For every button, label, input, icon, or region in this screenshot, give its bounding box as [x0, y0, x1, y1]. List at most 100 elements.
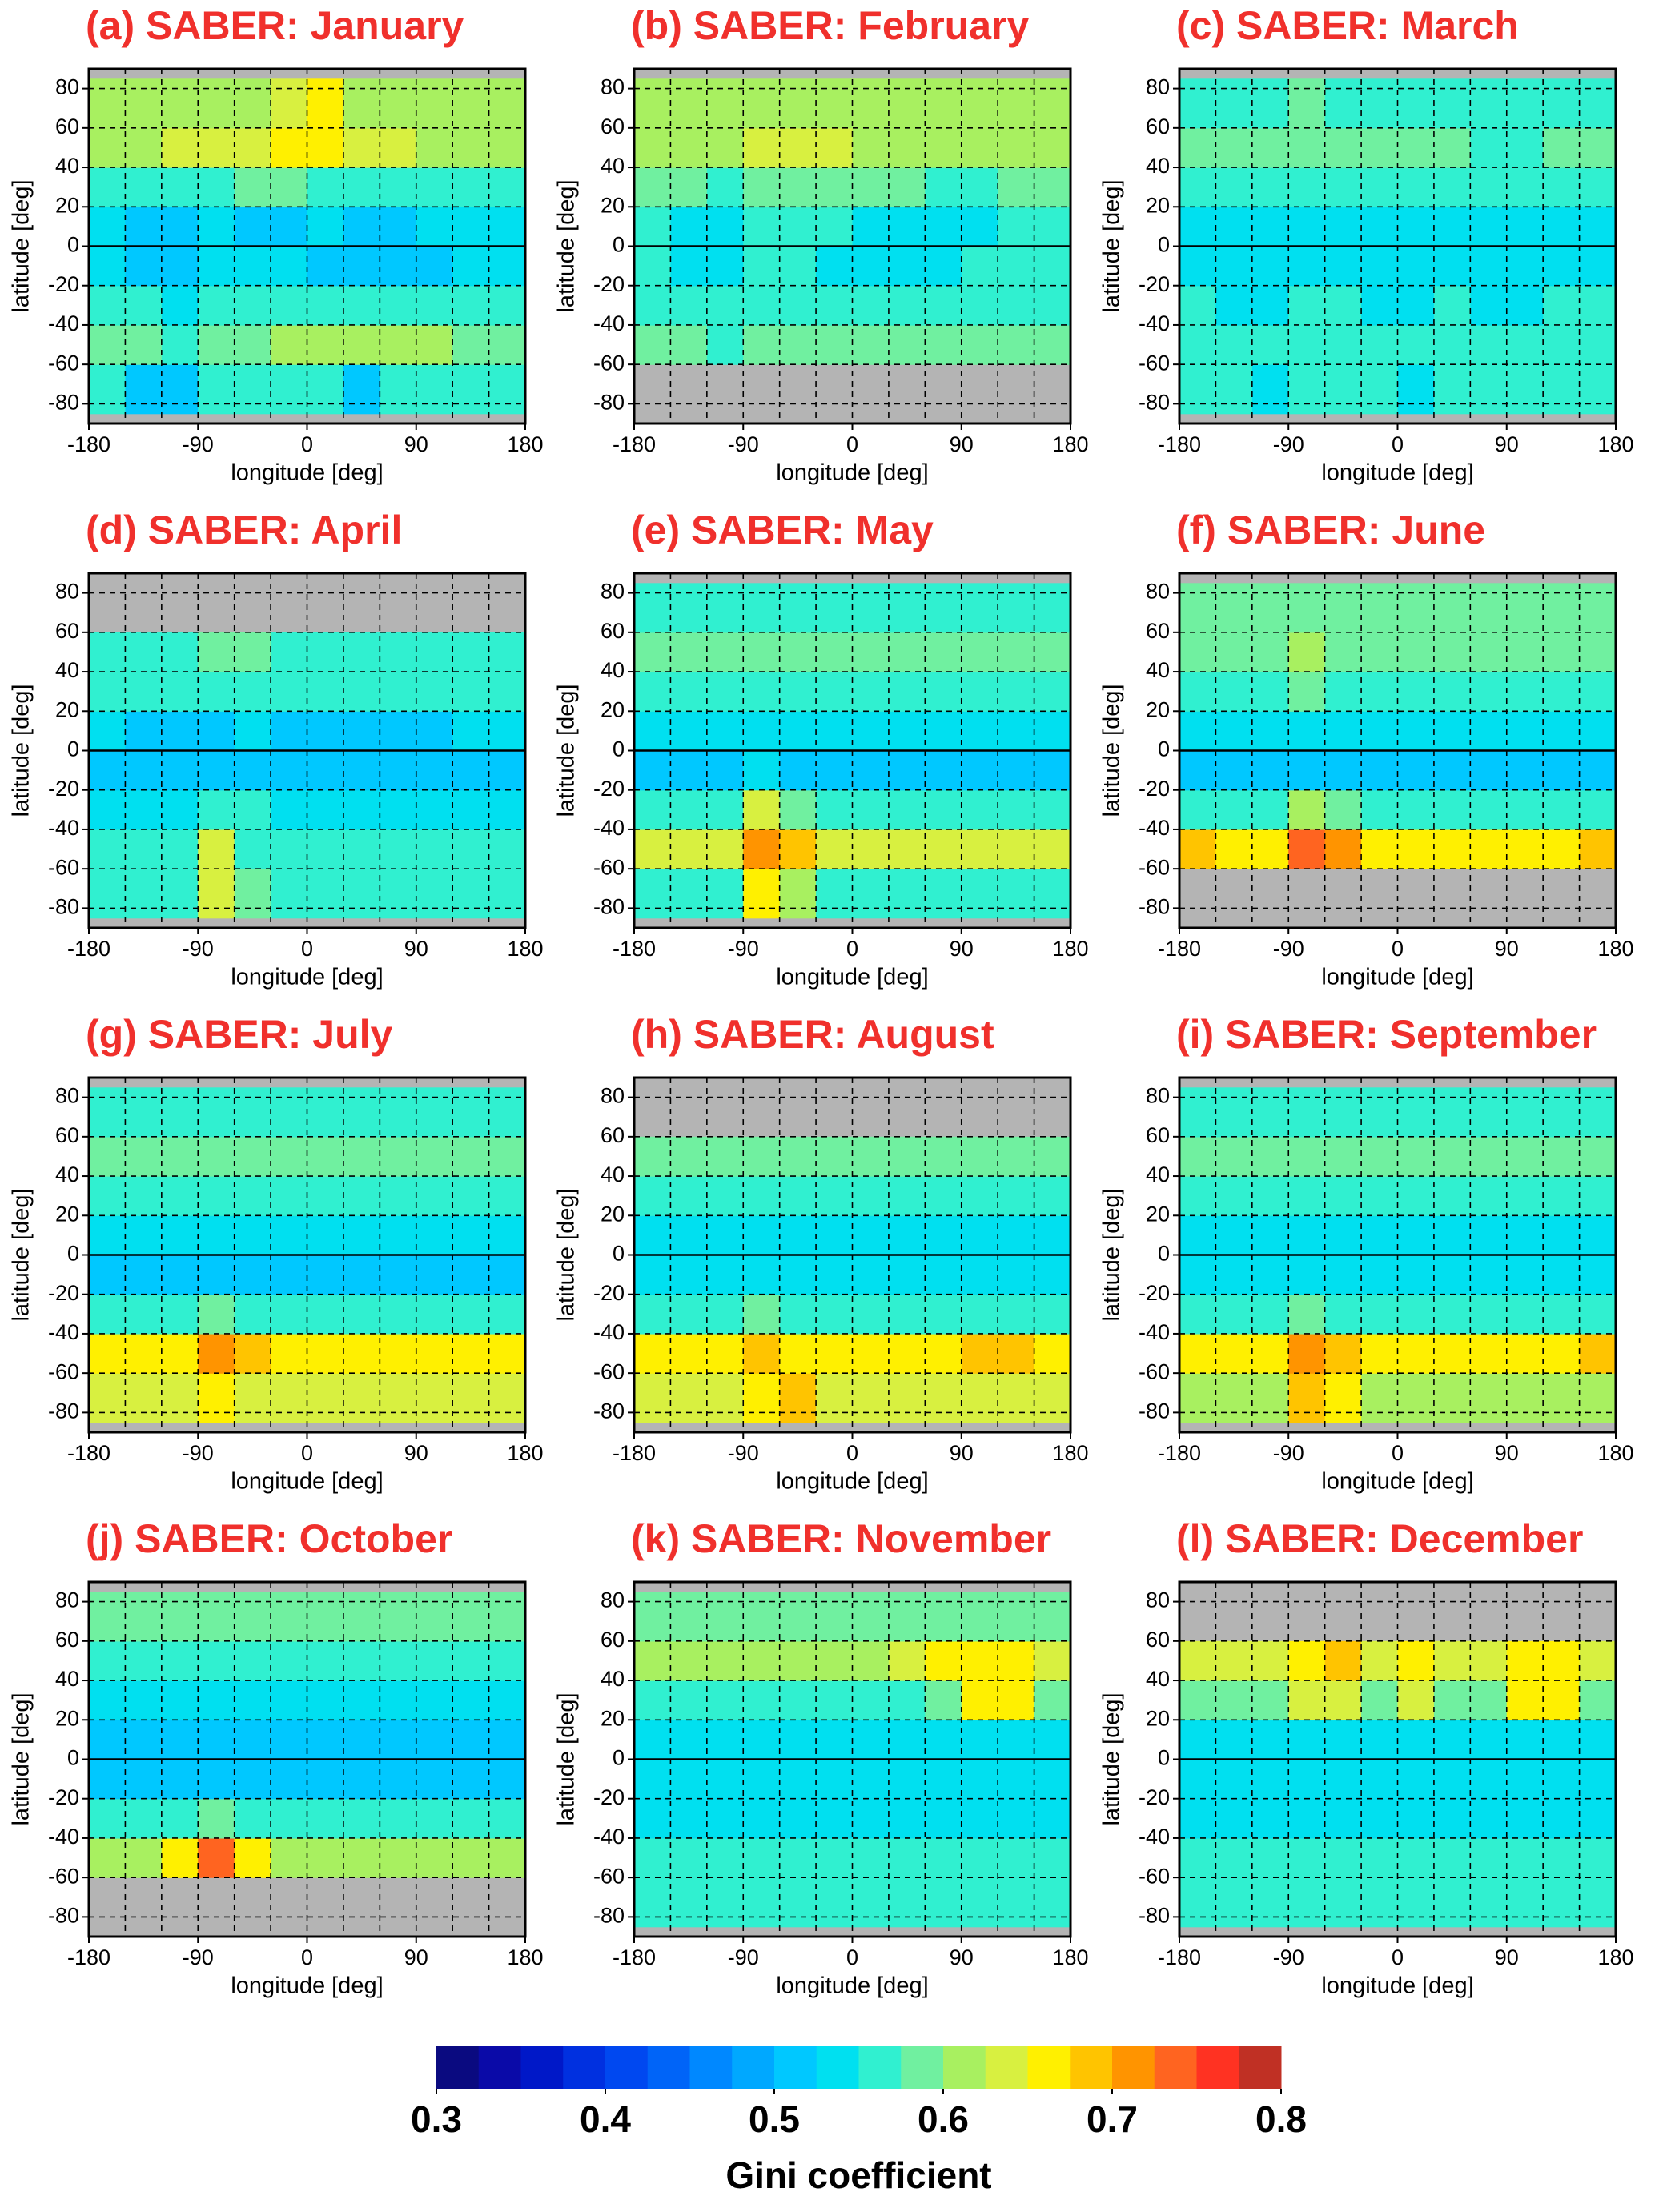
heat-cell	[670, 869, 708, 919]
heat-cell	[1470, 1333, 1508, 1374]
heat-cell	[816, 1798, 854, 1839]
heat-cell	[198, 1640, 235, 1681]
heat-cell	[198, 324, 235, 365]
heat-cell	[1324, 167, 1362, 207]
heat-cell	[234, 1759, 271, 1800]
heat-cell	[307, 1176, 344, 1216]
heat-cell	[1324, 829, 1362, 869]
heat-cell	[634, 869, 672, 919]
heat-cell	[670, 1759, 708, 1800]
heat-cell	[706, 1640, 744, 1681]
heat-cell	[1506, 750, 1544, 791]
heat-cell	[1397, 711, 1435, 752]
heat-cell	[343, 78, 380, 129]
y-tick-label: 80	[55, 580, 79, 604]
y-tick-label: -40	[48, 1320, 79, 1344]
y-axis-label: latitude [deg]	[9, 684, 34, 817]
heat-cell	[1324, 1837, 1362, 1878]
heat-cell	[816, 1877, 854, 1928]
heat-cell	[1179, 1333, 1217, 1374]
heat-cell	[198, 711, 235, 752]
y-tick-label: -20	[48, 1785, 79, 1809]
heat-cell	[1397, 127, 1435, 168]
y-tick-label: 80	[601, 1588, 625, 1612]
heat-cell	[1324, 246, 1362, 287]
y-tick-label: -20	[48, 272, 79, 296]
heat-cell	[779, 1176, 817, 1216]
heat-cell	[1288, 1255, 1326, 1295]
heat-cell	[161, 632, 199, 672]
heat-cell	[1179, 711, 1217, 752]
heat-cell	[89, 750, 127, 791]
heat-cell	[1361, 167, 1399, 207]
heat-cell	[1324, 1136, 1362, 1177]
y-tick-label: -80	[48, 1399, 79, 1423]
heat-cell	[198, 869, 235, 919]
y-tick-label: 60	[55, 619, 79, 643]
heat-cell	[1543, 632, 1581, 672]
heat-cell	[925, 1215, 962, 1256]
heat-cell	[670, 246, 708, 287]
heat-cell	[670, 1215, 708, 1256]
heat-cell	[634, 285, 672, 326]
heat-cell	[961, 285, 998, 326]
heat-cell	[89, 1136, 127, 1177]
heat-cell	[271, 1333, 308, 1374]
heat-cell	[1034, 167, 1071, 207]
x-tick-label: 0	[1392, 432, 1404, 456]
x-tick-label: 0	[1392, 937, 1404, 961]
heat-cell	[1034, 324, 1071, 365]
heat-cell	[998, 632, 1035, 672]
y-tick-label: 80	[601, 75, 625, 99]
heat-cell	[1215, 324, 1253, 365]
heat-cell	[1215, 1333, 1253, 1374]
y-tick-label: 20	[1146, 1706, 1170, 1730]
heat-cell	[1543, 672, 1581, 712]
x-tick-label: -180	[1158, 1945, 1201, 1969]
heat-cell	[998, 750, 1035, 791]
heat-cell	[1215, 167, 1253, 207]
heat-cell	[1179, 789, 1217, 830]
heat-cell	[307, 364, 344, 415]
heat-cell	[961, 1592, 998, 1642]
heat-cell	[1470, 711, 1508, 752]
heat-cell	[779, 750, 817, 791]
heat-cell	[1288, 1720, 1326, 1760]
heat-cell	[198, 829, 235, 869]
heat-cell	[1179, 285, 1217, 326]
heat-cell	[1506, 1798, 1544, 1839]
heat-cell	[925, 1837, 962, 1878]
heat-cell	[998, 1680, 1035, 1720]
heat-cell	[89, 324, 127, 365]
heat-cell	[1433, 1215, 1471, 1256]
heat-cell	[343, 1640, 380, 1681]
heat-cell	[488, 789, 526, 830]
heat-cell	[307, 207, 344, 247]
heat-cell	[1579, 711, 1617, 752]
heat-cell	[234, 789, 271, 830]
heat-cell	[125, 167, 163, 207]
heat-cell	[706, 1176, 744, 1216]
y-tick-label: 0	[67, 1242, 79, 1266]
heat-cell	[779, 1680, 817, 1720]
heat-cell	[1433, 1176, 1471, 1216]
x-axis-label: longitude [deg]	[231, 460, 383, 486]
heat-cell	[779, 1215, 817, 1256]
heat-cell	[452, 78, 490, 129]
heat-cell	[1543, 1798, 1581, 1839]
heat-cell	[1433, 285, 1471, 326]
heat-cell	[161, 789, 199, 830]
heat-cell	[779, 1294, 817, 1335]
heat-cell	[743, 127, 781, 168]
x-axis-label: longitude [deg]	[1321, 460, 1473, 486]
heat-cell	[1397, 364, 1435, 415]
heat-cell	[125, 1373, 163, 1423]
heat-cell	[1579, 324, 1617, 365]
y-tick-label: -60	[593, 351, 625, 375]
heat-cell	[234, 1294, 271, 1335]
heat-cell	[1179, 1837, 1217, 1878]
heat-cell	[1179, 672, 1217, 712]
heat-cell	[888, 1215, 926, 1256]
y-tick-label: 20	[55, 1202, 79, 1226]
y-tick-label: 40	[1146, 154, 1170, 178]
